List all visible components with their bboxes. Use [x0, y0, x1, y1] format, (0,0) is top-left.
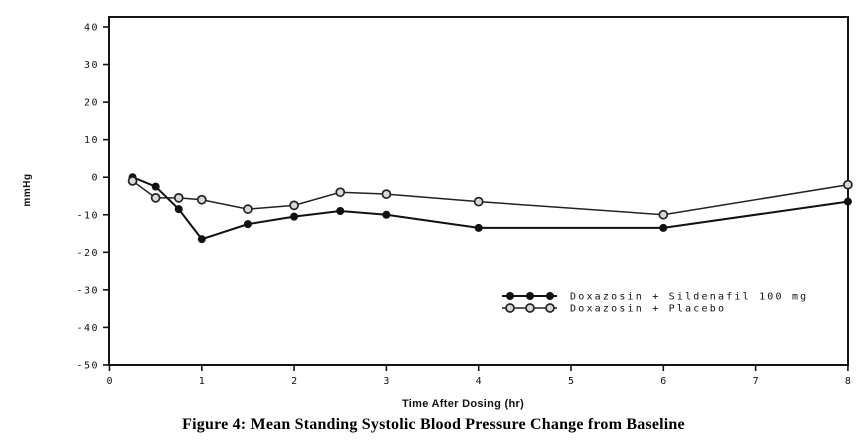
data-point-placebo: [243, 204, 253, 214]
legend-item-placebo: Doxazosin + Placebo: [502, 303, 726, 315]
figure-caption: Figure 4: Mean Standing Systolic Blood P…: [182, 416, 685, 433]
y-tick-label: -30: [76, 285, 99, 296]
x-tick-label: 6: [660, 376, 666, 387]
data-point-sildenafil: [659, 223, 668, 232]
data-point-placebo: [473, 196, 484, 207]
x-tick-label: 5: [568, 376, 574, 387]
data-point-placebo: [658, 209, 669, 220]
y-axis-title: mmHg: [22, 173, 33, 206]
data-point-sildenafil: [336, 206, 345, 215]
data-point-placebo: [289, 200, 299, 211]
legend-label-sildenafil: Doxazosin + Sildenafil 100 mg: [570, 292, 808, 303]
y-tick-label: 10: [84, 135, 99, 146]
data-point-placebo: [335, 187, 346, 198]
y-tick-label: -20: [76, 248, 99, 259]
x-tick-label: 3: [383, 376, 389, 387]
y-tick-label: 20: [84, 98, 99, 109]
data-point-sildenafil: [151, 182, 160, 191]
legend-marker-sildenafil: [506, 292, 514, 300]
x-tick-label: 0: [106, 376, 112, 387]
legend-item-sildenafil: Doxazosin + Sildenafil 100 mg: [502, 292, 808, 303]
y-tick-label: -10: [76, 210, 99, 221]
data-point-placebo: [150, 193, 161, 203]
x-tick-label: 4: [476, 376, 482, 387]
data-point-placebo: [843, 179, 853, 190]
series-placebo: [127, 176, 853, 220]
series-sildenafil: [128, 173, 852, 244]
legend-marker-sildenafil: [526, 292, 534, 300]
x-tick-label: 7: [753, 376, 759, 387]
data-point-placebo: [381, 189, 392, 199]
data-point-sildenafil: [290, 212, 299, 221]
y-tick-label: 40: [84, 23, 99, 34]
data-point-placebo: [127, 176, 138, 186]
x-axis-title: Time After Dosing (hr): [402, 398, 524, 410]
data-point-placebo: [196, 194, 207, 205]
data-point-placebo: [173, 193, 184, 203]
data-point-sildenafil: [474, 223, 483, 232]
legend-marker-sildenafil: [546, 292, 554, 300]
y-tick-label: 0: [91, 173, 99, 184]
data-point-sildenafil: [843, 197, 852, 206]
x-tick-label: 1: [199, 376, 205, 387]
plot-frame: [108, 16, 849, 366]
legend-marker-placebo: [525, 303, 535, 313]
legend-marker-placebo: [545, 303, 555, 313]
data-point-sildenafil: [382, 210, 391, 219]
y-tick-label: -50: [76, 360, 99, 371]
y-tick-label: -40: [76, 323, 99, 334]
line-chart-canvas: 40 30 20 10 0 -10 -20 -30 -40 -50 0 1 2 3 4 5 6 7 8 Doxazos…: [22, 16, 853, 410]
series-line-placebo: [132, 180, 849, 216]
y-tick-label: 30: [84, 60, 99, 71]
data-point-sildenafil: [174, 205, 183, 214]
x-tick-label: 8: [845, 376, 851, 387]
legend-label-placebo: Doxazosin + Placebo: [570, 304, 726, 315]
legend-marker-placebo: [505, 303, 515, 313]
data-point-sildenafil: [243, 220, 252, 229]
x-tick-label: 2: [291, 376, 297, 387]
data-point-sildenafil: [197, 235, 206, 244]
